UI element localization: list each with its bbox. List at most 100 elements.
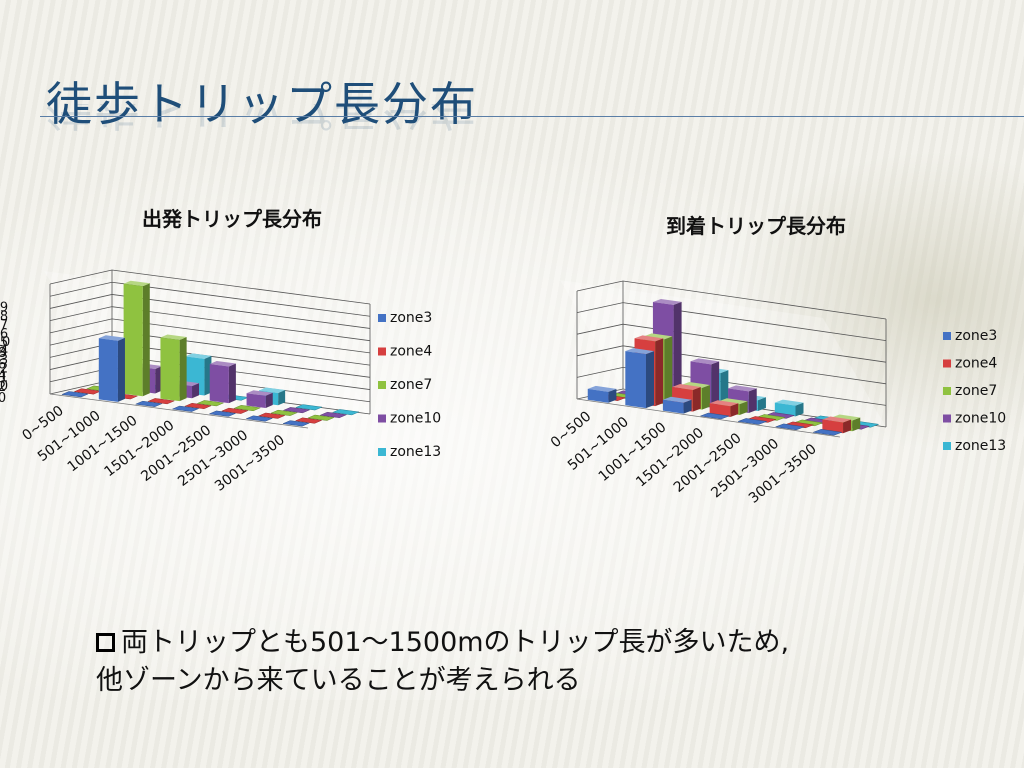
chart-title: 到着トリップ長分布	[666, 214, 846, 238]
legend-label: zone10	[955, 411, 1006, 427]
bar-zone3-1	[98, 335, 125, 402]
bar-front	[774, 402, 796, 417]
bar-zero	[700, 412, 730, 420]
bar-side	[608, 388, 617, 403]
bar-zero	[775, 423, 805, 431]
bar-zero	[245, 415, 274, 422]
bar-zone3-6	[813, 429, 842, 436]
bar-zone7-1	[123, 280, 150, 397]
bar-top	[672, 383, 701, 390]
legend-label: zone3	[955, 328, 997, 344]
bar-zone3-1	[625, 348, 654, 409]
bar-zone3-2	[134, 400, 163, 407]
y-tick-label: 8	[0, 309, 8, 324]
bar-front	[662, 399, 684, 414]
bar-zero	[220, 407, 249, 414]
legend-label: zone4	[955, 356, 997, 372]
y-tick-label: 7	[0, 318, 8, 333]
bar-top	[123, 280, 150, 287]
y-tick-label: 4	[0, 344, 8, 359]
bar-side	[711, 361, 720, 408]
legend-swatch	[378, 448, 386, 456]
bar-zone3-4	[737, 418, 767, 425]
bar-zone4-5	[257, 412, 286, 419]
bar-top	[728, 385, 757, 392]
bar-top	[587, 385, 617, 392]
legend-label: zone7	[390, 377, 432, 393]
bar-zone4-4	[220, 407, 249, 414]
y-tick-label: 2	[0, 380, 6, 395]
legend-label: zone4	[390, 344, 432, 360]
bar-side	[739, 401, 748, 415]
bar-side	[664, 336, 673, 405]
legend-label: zone13	[955, 438, 1006, 454]
bar-zone13-4	[774, 399, 804, 417]
bar-side	[204, 355, 212, 396]
bar-front	[209, 363, 229, 404]
bar-side	[265, 392, 273, 409]
y-tick-label: 8	[0, 346, 6, 361]
bar-zone4-3	[183, 402, 213, 410]
bar-zone3-4	[208, 410, 237, 417]
bar-side	[192, 383, 200, 399]
legend-swatch	[943, 332, 951, 340]
slide-title: 徒歩トリップ長分布	[46, 77, 478, 131]
bar-zero	[196, 400, 225, 407]
legend-label: zone13	[390, 444, 441, 460]
bar-side	[730, 403, 739, 417]
bar-zone3-6	[282, 420, 311, 427]
note-line-1: 両トリップとも501～1500mのトリップ長が多いため,	[121, 627, 790, 658]
bar-zero	[171, 405, 200, 412]
bar-zone7-3	[196, 400, 225, 407]
bar-top	[209, 360, 236, 367]
bar-top	[709, 400, 739, 407]
y-tick-label: 4	[0, 369, 6, 384]
bar-zone3-3	[700, 412, 730, 420]
bar-zone13-5	[294, 404, 323, 411]
bar-top	[98, 335, 125, 341]
bar-zone4-6	[822, 416, 852, 434]
y-tick-label: 1	[0, 370, 8, 385]
bar-zone7-2	[160, 334, 187, 402]
bar-side	[748, 388, 757, 413]
x-axis	[49, 393, 309, 429]
bullet-square-icon	[96, 633, 115, 652]
bar-top	[258, 387, 286, 393]
bar-zero	[306, 414, 335, 421]
bar-zone7-4	[233, 405, 262, 412]
bar-top	[662, 396, 692, 403]
bar-zero	[208, 410, 237, 417]
bar-zero	[282, 420, 311, 427]
bar-zero	[813, 429, 842, 436]
legend-label: zone10	[390, 411, 441, 427]
slide-note: 両トリップとも501～1500mのトリップ長が多いため, 他ゾーンから来ているこ…	[96, 624, 976, 700]
y-tick-label: 0	[0, 391, 6, 406]
bar-top	[643, 333, 673, 340]
bar-side	[278, 389, 286, 406]
bar-top	[822, 416, 852, 423]
bar-front	[709, 403, 731, 417]
bar-side	[142, 283, 150, 397]
bar-top	[246, 390, 273, 396]
legend-swatch	[943, 414, 951, 423]
bar-zone4-6	[294, 417, 323, 424]
legend-label: zone7	[955, 383, 997, 399]
bar-top	[831, 414, 861, 421]
chart-title: 出発トリップ長分布	[142, 207, 322, 231]
bar-zone10-6	[319, 411, 348, 418]
bar-top	[160, 334, 187, 340]
y-tick-label: 5	[0, 336, 8, 351]
bar-zero	[270, 409, 299, 416]
bar-side	[117, 337, 125, 402]
legend-swatch	[378, 414, 386, 423]
bar-zero	[134, 400, 163, 407]
bar-front	[160, 337, 180, 402]
bar-top	[681, 381, 710, 388]
bar-side	[720, 370, 729, 406]
legend-swatch	[943, 387, 951, 395]
bar-zone10-3	[209, 360, 236, 404]
y-tick-label: 10	[0, 335, 10, 350]
bar-zone10-4	[246, 390, 273, 409]
